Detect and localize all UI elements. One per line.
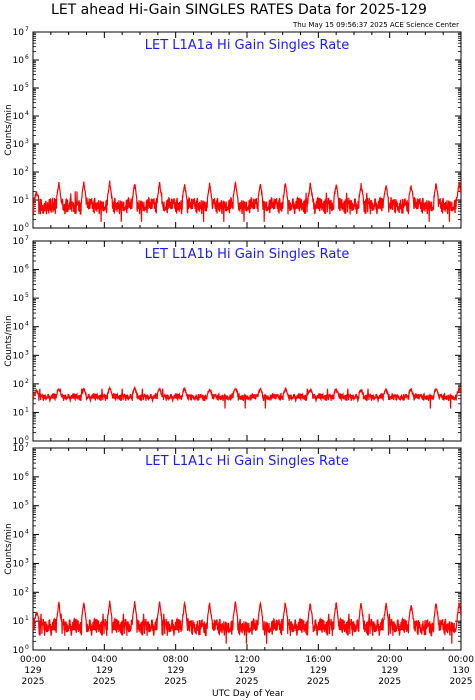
y-tick-exponent: 6 <box>25 264 29 271</box>
y-tick-exponent: 2 <box>25 378 29 385</box>
y-tick-exponent: 5 <box>25 500 29 507</box>
y-tick-label: 10 <box>13 502 25 512</box>
y-tick-exponent: 4 <box>25 110 29 117</box>
x-tick-day: 129 <box>381 666 398 676</box>
y-tick-label: 10 <box>13 559 25 569</box>
x-tick-day: 129 <box>310 666 327 676</box>
y-tick-label: 10 <box>13 56 25 66</box>
x-tick-day: 129 <box>167 666 184 676</box>
y-tick-label: 10 <box>13 588 25 598</box>
y-tick-label: 10 <box>13 617 25 627</box>
series-line <box>33 600 461 644</box>
y-tick-exponent: 5 <box>25 292 29 299</box>
x-tick-time: 04:00 <box>91 655 117 665</box>
y-tick-label: 10 <box>13 444 25 454</box>
y-tick-exponent: 1 <box>25 615 29 622</box>
y-tick-exponent: 1 <box>25 194 29 201</box>
plot-frame <box>32 240 462 442</box>
panel-title: LET L1A1a Hi Gain Singles Rate <box>145 38 350 53</box>
y-tick-exponent: 0 <box>25 222 29 229</box>
y-axis-label: Counts/min <box>4 315 14 366</box>
y-tick-label: 10 <box>13 140 25 150</box>
y-tick-label: 10 <box>13 323 25 333</box>
y-tick-label: 10 <box>13 224 25 234</box>
x-tick-year: 2025 <box>93 677 116 687</box>
x-tick-time: 00:00 <box>448 655 474 665</box>
y-tick-exponent: 2 <box>25 586 29 593</box>
y-tick-exponent: 5 <box>25 82 29 89</box>
panel-title: LET L1A1b Hi Gain Singles Rate <box>145 247 350 262</box>
x-tick-time: 20:00 <box>377 655 403 665</box>
y-axis-label: Counts/min <box>4 523 14 574</box>
y-tick-exponent: 7 <box>25 235 29 242</box>
x-tick-year: 2025 <box>22 677 45 687</box>
x-tick-time: 16:00 <box>305 655 331 665</box>
x-tick-day: 129 <box>238 666 255 676</box>
x-tick-day: 129 <box>96 666 113 676</box>
y-tick-label: 10 <box>13 437 25 447</box>
panel-title: LET L1A1c Hi Gain Singles Rate <box>145 454 349 469</box>
x-tick-day: 129 <box>24 666 41 676</box>
plot-frame <box>32 31 462 229</box>
x-tick-year: 2025 <box>236 677 259 687</box>
y-axis-label: Counts/min <box>4 104 14 155</box>
y-tick-exponent: 4 <box>25 529 29 536</box>
y-tick-label: 10 <box>13 646 25 656</box>
y-tick-label: 10 <box>13 473 25 483</box>
y-tick-label: 10 <box>13 196 25 206</box>
x-tick-time: 08:00 <box>163 655 189 665</box>
y-tick-exponent: 4 <box>25 321 29 328</box>
y-tick-exponent: 6 <box>25 471 29 478</box>
x-tick-year: 2025 <box>307 677 330 687</box>
y-tick-label: 10 <box>13 294 25 304</box>
figure-title: LET ahead Hi-Gain SINGLES RATES Data for… <box>51 2 427 18</box>
y-tick-exponent: 7 <box>25 442 29 449</box>
x-tick-day: 130 <box>452 666 469 676</box>
y-tick-exponent: 0 <box>25 644 29 651</box>
y-tick-label: 10 <box>13 408 25 418</box>
y-tick-exponent: 3 <box>25 557 29 564</box>
series-line <box>33 385 461 409</box>
y-tick-exponent: 2 <box>25 166 29 173</box>
x-axis-labels: 00:00129202504:00129202508:00129202512:0… <box>20 655 474 687</box>
x-tick-year: 2025 <box>450 677 473 687</box>
x-axis-label: UTC Day of Year <box>212 689 284 699</box>
y-tick-exponent: 1 <box>25 406 29 413</box>
y-tick-label: 10 <box>13 84 25 94</box>
y-tick-label: 10 <box>13 380 25 390</box>
y-tick-label: 10 <box>13 28 25 38</box>
y-tick-exponent: 3 <box>25 349 29 356</box>
x-tick-year: 2025 <box>164 677 187 687</box>
y-tick-exponent: 7 <box>25 26 29 33</box>
y-tick-label: 10 <box>13 266 25 276</box>
series-line <box>33 180 461 222</box>
y-tick-label: 10 <box>13 112 25 122</box>
y-tick-label: 10 <box>13 351 25 361</box>
y-tick-exponent: 0 <box>25 435 29 442</box>
x-tick-time: 12:00 <box>234 655 260 665</box>
x-tick-time: 00:00 <box>20 655 46 665</box>
x-tick-year: 2025 <box>378 677 401 687</box>
y-tick-exponent: 6 <box>25 54 29 61</box>
y-tick-label: 10 <box>13 531 25 541</box>
y-tick-label: 10 <box>13 237 25 247</box>
y-tick-label: 10 <box>13 168 25 178</box>
generated-timestamp: Thu May 15 09:56:37 2025 ACE Science Cen… <box>292 21 459 29</box>
y-tick-exponent: 3 <box>25 138 29 145</box>
